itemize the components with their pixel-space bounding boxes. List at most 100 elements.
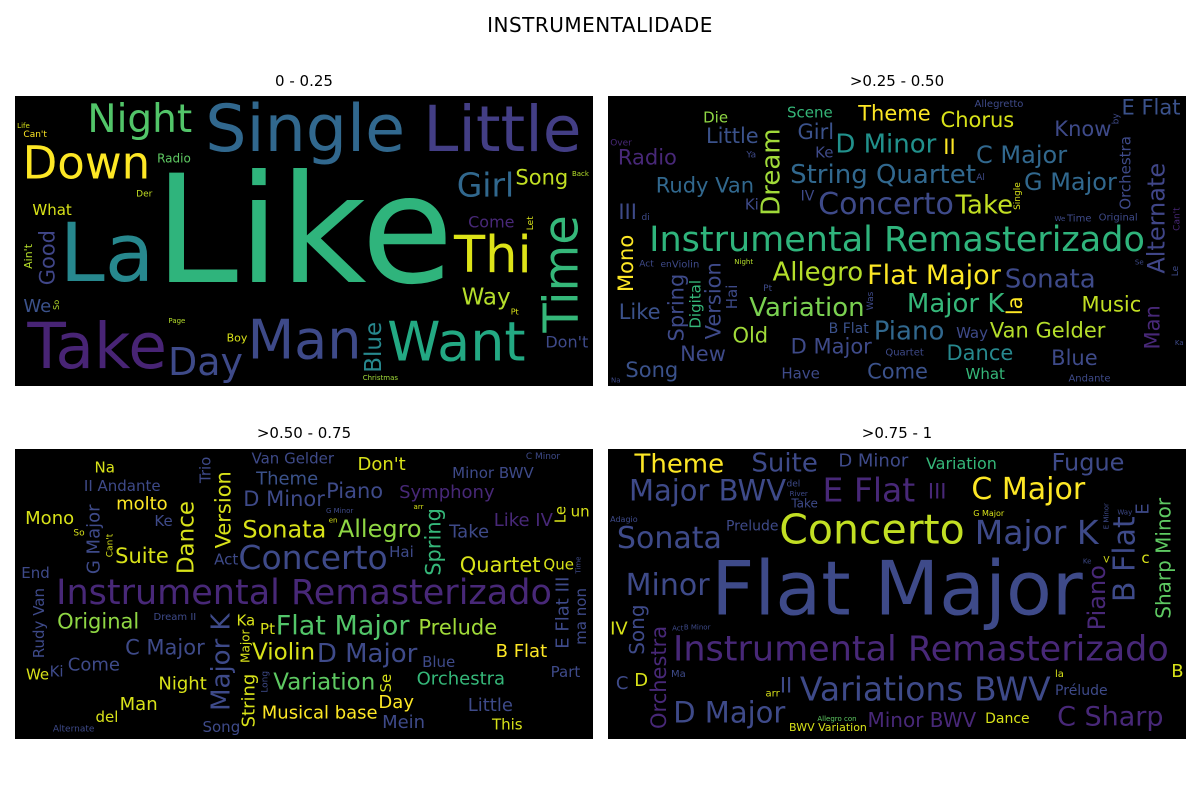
wordcloud-word: G Major: [973, 509, 1005, 518]
wordcloud-word: C: [616, 673, 629, 694]
wordcloud-word: Minor BWV: [867, 708, 976, 732]
wordcloud-word: Suite: [751, 449, 817, 479]
wordcloud-word: c: [1141, 549, 1149, 567]
wordcloud-word: Man: [248, 309, 362, 372]
panel-title: >0.75 - 1: [861, 424, 933, 442]
wordcloud-word: B Minor: [684, 623, 711, 631]
wordcloud-word: So: [73, 528, 85, 538]
wordcloud-word: Suite: [115, 544, 169, 568]
wordcloud-word: Dance: [174, 501, 200, 574]
wordcloud-word: ma non: [572, 588, 590, 645]
wordcloud-word: Mono: [614, 235, 638, 292]
wordcloud-word: La: [60, 207, 155, 301]
wordcloud-word: Take: [448, 522, 489, 543]
wordcloud-word: Come: [68, 654, 120, 675]
wordcloud-word: E Flat: [1122, 96, 1181, 120]
wordcloud-canvas: Flat Major Instrumental Remasterizado Conc…: [608, 449, 1186, 739]
wordcloud-word: Come: [468, 212, 514, 231]
wordcloud-word: Piano: [1083, 565, 1111, 630]
wordcloud-word: Night: [87, 97, 192, 142]
wordcloud-word: Na: [95, 458, 115, 476]
wordcloud-word: E Flat III: [552, 577, 573, 649]
wordcloud-word: Le: [551, 506, 569, 523]
wordcloud-word: Orchestra: [647, 626, 671, 729]
wordcloud-word: What: [966, 365, 1006, 383]
wordcloud-word: Se: [377, 674, 395, 693]
wordcloud-word: Na: [611, 376, 621, 384]
wordcloud-word: Ka: [236, 612, 255, 630]
wordcloud-word: Girl: [798, 120, 835, 144]
wordcloud-word: Minor: [626, 568, 711, 603]
wordcloud-word: Ke: [154, 512, 172, 530]
wordcloud-word: IV: [801, 188, 815, 204]
figure-title: INSTRUMENTALIDADE: [487, 13, 713, 37]
wordcloud-word: Day: [378, 692, 414, 713]
wordcloud-word: Mono: [25, 508, 74, 529]
wordcloud-word: Major K: [907, 289, 1005, 319]
wordcloud-word: B: [1171, 661, 1183, 682]
wordcloud-word: Can't: [105, 533, 115, 557]
wordcloud-word: D Minor: [838, 450, 909, 471]
wordcloud-panel-1: >0.25 - 0.50 Instrumental Remasterizado C…: [608, 72, 1186, 386]
wordcloud-word: Violin: [252, 639, 315, 665]
wordcloud-word: Concerto: [818, 187, 954, 222]
wordcloud-word: Act: [214, 551, 238, 569]
wordcloud-word: String Quartet: [790, 160, 976, 190]
wordcloud-word: Musical base: [262, 703, 378, 724]
wordcloud-word: Trio: [197, 457, 215, 484]
wordcloud-word: Single: [1013, 182, 1023, 210]
wordcloud-word: Ka: [1175, 339, 1184, 347]
wordcloud-word: Thi: [453, 226, 532, 285]
wordcloud-word: Back: [572, 170, 590, 178]
wordcloud-word: Spring: [665, 274, 689, 342]
wordcloud-word: D Major: [317, 639, 418, 669]
wordcloud-word: D Major: [791, 335, 873, 359]
wordcloud-word: Pt: [260, 620, 275, 638]
wordcloud-word: Ki: [745, 195, 759, 213]
wordcloud-word: Know: [1054, 117, 1111, 141]
wordcloud-word: Version: [211, 471, 235, 548]
wordcloud-word: un: [571, 502, 590, 520]
wordcloud-word: End: [21, 564, 50, 582]
wordcloud-word: Page: [168, 317, 185, 325]
wordcloud-word: Song: [202, 718, 240, 736]
wordcloud-word: String: [238, 674, 259, 728]
wordcloud-word: Was: [866, 291, 876, 310]
wordcloud-word: Ya: [745, 150, 756, 160]
wordcloud-word: Radio: [618, 146, 677, 170]
wordcloud-word: Hai: [389, 543, 414, 561]
wordcloud-word: Allegro: [338, 515, 422, 543]
wordcloud-word: III: [618, 200, 637, 224]
wordcloud-word: II: [780, 673, 792, 697]
wordcloud-word: Orchestra: [1116, 136, 1134, 210]
wordcloud-word: la: [1003, 296, 1027, 315]
wordcloud-word: Ke: [815, 144, 833, 162]
wordcloud-word: G Minor: [326, 507, 353, 515]
wordcloud-word: Blue: [361, 322, 387, 373]
wordcloud-word: Andante: [1068, 374, 1110, 385]
wordcloud-word: Piano: [874, 317, 945, 347]
wordcloud-word: Time: [1066, 213, 1091, 224]
wordcloud-word: Ke: [1083, 557, 1092, 565]
wordcloud-word: Variation: [273, 669, 375, 695]
wordcloud-word: Take: [26, 310, 167, 383]
wordcloud-word: Way: [462, 284, 511, 310]
wordcloud-panel-0: 0 - 0.25 Like La Single Man Little Take Want Th…: [15, 72, 593, 386]
wordcloud-word: Adagio: [610, 515, 638, 524]
wordcloud-word: New: [680, 342, 726, 366]
wordcloud-word: Boy: [227, 331, 248, 344]
wordcloud-word: en: [329, 517, 338, 525]
wordcloud-word: Piano: [326, 479, 383, 503]
wordcloud-word: Little: [706, 124, 759, 148]
wordcloud-word: Dance: [946, 341, 1013, 365]
wordcloud-word: II: [943, 135, 955, 159]
wordcloud-word: Major: [238, 629, 252, 662]
wordcloud-word: Que: [543, 555, 574, 573]
wordcloud-word: Dream II: [154, 612, 197, 623]
wordcloud-word: D Minor: [835, 129, 936, 159]
wordcloud-word: Prélude: [1055, 683, 1108, 699]
wordcloud-word: Flat Major: [276, 610, 411, 641]
wordcloud-word: Girl: [457, 165, 514, 204]
wordcloud-word: Major K: [975, 513, 1100, 552]
